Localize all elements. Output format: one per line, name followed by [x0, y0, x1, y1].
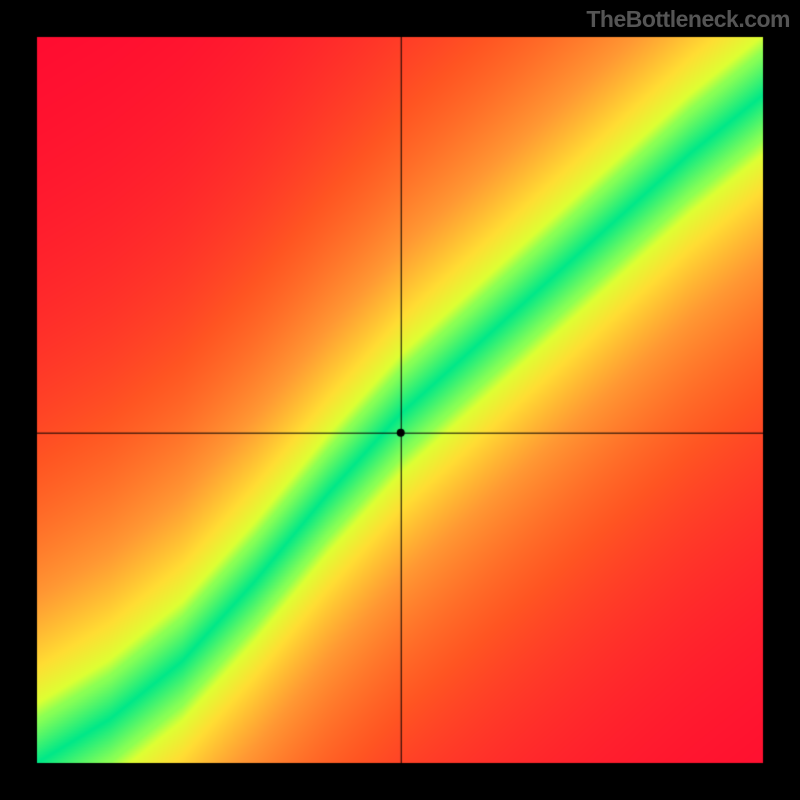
heatmap-canvas: [0, 0, 800, 800]
watermark-text: TheBottleneck.com: [586, 6, 790, 33]
chart-container: TheBottleneck.com: [0, 0, 800, 800]
